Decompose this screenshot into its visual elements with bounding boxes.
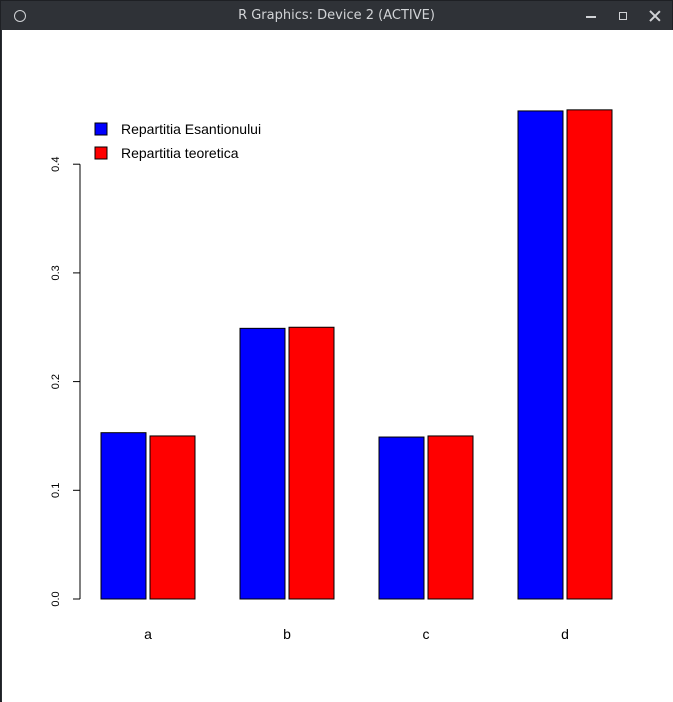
x-tick-label-b: b: [283, 626, 291, 642]
x-tick-label-a: a: [144, 626, 152, 642]
bar-c-series-1: [378, 436, 425, 600]
legend-swatch-2: [94, 146, 108, 160]
legend: Repartitia Esantionului Repartitia teoret…: [94, 121, 261, 161]
maximize-button[interactable]: [606, 1, 640, 30]
bar-chart: 0.0 0.1 0.2 0.3 0.4 a b c d Repartitia Esantion…: [50, 109, 613, 642]
bar-d-series-1: [517, 110, 564, 600]
circle-icon[interactable]: [14, 10, 26, 22]
legend-label-1: Repartitia Esantionului: [121, 121, 261, 137]
bar-a-series-2: [149, 435, 196, 600]
y-tick-label: 0.1: [50, 483, 62, 498]
bar-b-series-2: [288, 326, 335, 600]
x-axis-labels: a b c d: [144, 626, 569, 642]
y-tick-label: 0.4: [50, 157, 62, 172]
x-tick-label-c: c: [423, 626, 430, 642]
minimize-icon: [586, 16, 596, 18]
bar-d-series-2: [566, 109, 613, 600]
y-tick-label: 0.0: [50, 591, 62, 606]
close-icon: [649, 10, 661, 22]
y-tick-label: 0.3: [50, 265, 62, 280]
plot-canvas: 0.0 0.1 0.2 0.3 0.4 a b c d Repartitia Esantion…: [2, 30, 673, 702]
bar-a-series-1: [100, 432, 147, 600]
y-axis: 0.0 0.1 0.2 0.3 0.4: [50, 157, 81, 607]
minimize-button[interactable]: [574, 1, 608, 30]
legend-label-2: Repartitia teoretica: [121, 145, 239, 161]
bars: [100, 109, 613, 600]
title-bar[interactable]: R Graphics: Device 2 (ACTIVE): [1, 1, 672, 30]
bar-c-series-2: [427, 435, 474, 600]
maximize-icon: [619, 11, 627, 20]
bar-b-series-1: [239, 327, 286, 600]
window-title: R Graphics: Device 2 (ACTIVE): [238, 8, 435, 23]
y-tick-label: 0.2: [50, 374, 62, 389]
x-tick-label-d: d: [561, 626, 569, 642]
legend-swatch-1: [94, 122, 108, 136]
close-button[interactable]: [638, 1, 672, 30]
